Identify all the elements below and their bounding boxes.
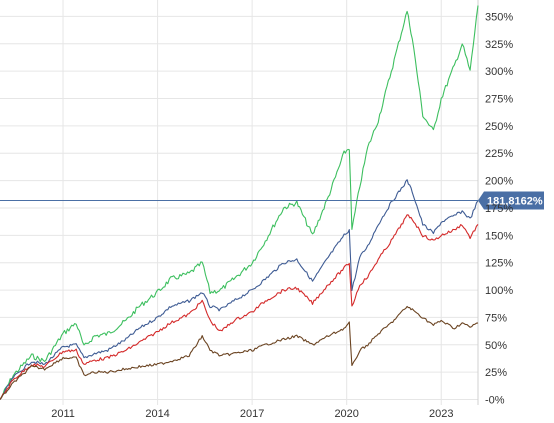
x-axis-labels: 2011 2014 2017 2020 2023 — [51, 408, 453, 420]
series-line-2 — [0, 179, 479, 400]
y-tick-label: 75% — [485, 312, 507, 324]
y-tick-label: -0% — [485, 395, 505, 407]
y-tick-label: 225% — [485, 148, 513, 160]
x-tick-label: 2014 — [145, 408, 169, 420]
y-tick-label: 100% — [485, 285, 513, 297]
y-tick-label: 25% — [485, 367, 507, 379]
y-tick-label: 150% — [485, 230, 513, 242]
series-line-4 — [0, 305, 479, 400]
series-line-3 — [0, 214, 479, 400]
y-tick-label: 300% — [485, 66, 513, 78]
y-tick-label: 325% — [485, 39, 513, 51]
series-layer — [0, 5, 479, 400]
x-tick-label: 2011 — [51, 408, 75, 420]
current-value-badge-bg — [478, 191, 544, 210]
y-tick-label: 350% — [485, 11, 513, 23]
x-tick-label: 2020 — [334, 408, 358, 420]
y-tick-label: 125% — [485, 258, 513, 270]
series-line-1 — [0, 5, 479, 400]
current-value-label: 181,8162% — [487, 196, 543, 208]
y-tick-label: 250% — [485, 121, 513, 133]
y-tick-label: 50% — [485, 340, 507, 352]
x-tick-label: 2017 — [240, 408, 264, 420]
y-tick-label: 200% — [485, 176, 513, 188]
y-axis-labels: -0% 25% 50% 75% 100% 125% 150% 175% 200% 225% 250%… — [485, 11, 513, 406]
current-value-badge: 181,8162% — [478, 191, 544, 210]
y-tick-label: 175% — [485, 203, 513, 215]
y-tick-label: 275% — [485, 94, 513, 106]
x-tick-label: 2023 — [429, 408, 453, 420]
overlay-layer: 181,8162% — [0, 191, 544, 210]
grid-layer — [0, 0, 479, 405]
